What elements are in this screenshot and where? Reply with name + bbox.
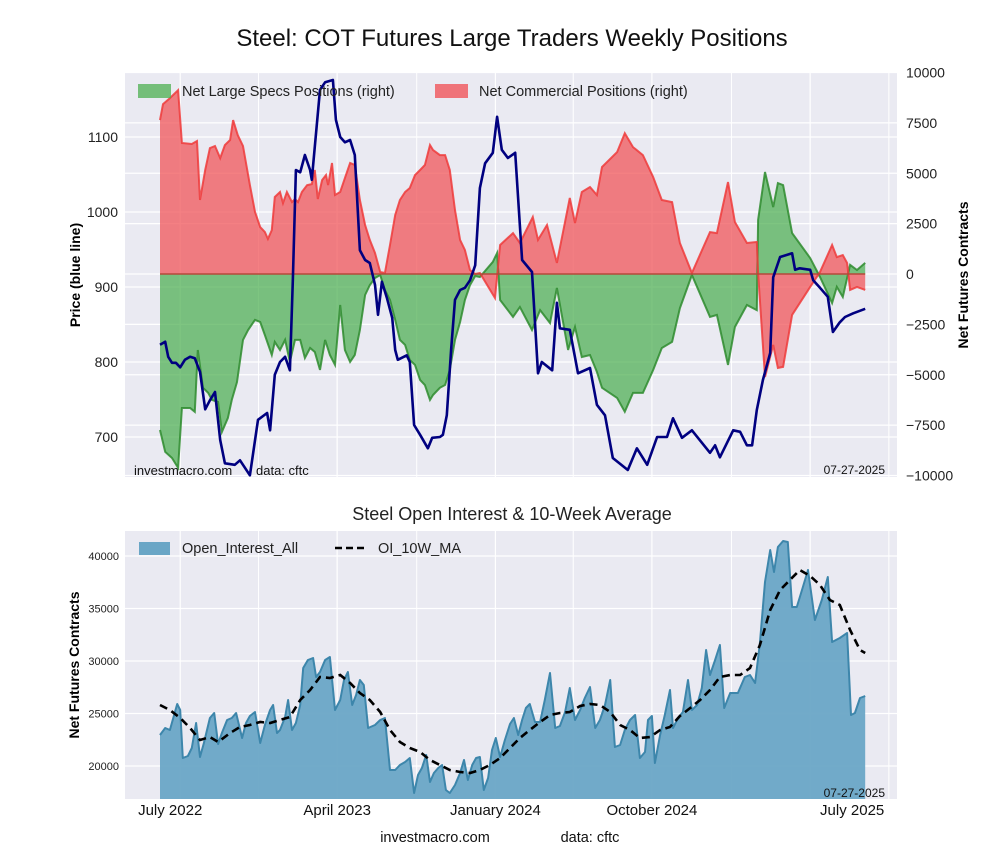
left-tick-label: 800 bbox=[95, 354, 119, 370]
x-tick-label: October 2024 bbox=[606, 802, 697, 819]
oi-line bbox=[159, 540, 866, 794]
specs-line bbox=[159, 171, 866, 471]
price-line bbox=[159, 78, 866, 477]
oi-axis-label: Net Futures Contracts bbox=[66, 591, 82, 738]
right-axis-label: Net Futures Contracts bbox=[955, 201, 971, 348]
legend-label-commercial: Net Commercial Positions (right) bbox=[479, 84, 688, 100]
x-tick-label: January 2024 bbox=[450, 802, 541, 819]
top-date-label: 07-27-2025 bbox=[824, 463, 886, 477]
right-tick-label: −7500 bbox=[906, 417, 946, 433]
right-tick-label: −5000 bbox=[906, 367, 946, 383]
right-tick-label: 7500 bbox=[906, 115, 937, 131]
bottom-legend: Open_Interest_All OI_10W_MA bbox=[139, 541, 461, 557]
legend-swatch-oi bbox=[139, 542, 170, 555]
legend-label-specs: Net Large Specs Positions (right) bbox=[182, 84, 395, 100]
right-tick-label: 2500 bbox=[906, 216, 937, 232]
x-axis-ticks: July 2022 April 2023 January 2024 October 2… bbox=[138, 802, 884, 819]
left-tick-label: 700 bbox=[95, 429, 119, 445]
right-tick-label: 5000 bbox=[906, 165, 937, 181]
bottom-date-label: 07-27-2025 bbox=[824, 786, 886, 800]
positions-chart: 700 800 900 1000 1100 10000 7500 5000 2500 0 −250… bbox=[67, 65, 971, 484]
oi-axis-ticks: 20000 25000 30000 35000 40000 bbox=[88, 551, 119, 773]
legend-label-ma: OI_10W_MA bbox=[378, 541, 461, 557]
oi-area bbox=[160, 541, 866, 799]
legend-label-oi: Open_Interest_All bbox=[182, 541, 298, 557]
oi-tick-label: 20000 bbox=[88, 761, 119, 773]
footer-source: investmacro.com bbox=[380, 830, 490, 846]
left-axis-label: Price (blue line) bbox=[67, 223, 83, 327]
specs-area bbox=[160, 172, 866, 468]
figure-title: Steel: COT Futures Large Traders Weekly … bbox=[236, 25, 787, 52]
x-tick-label: July 2022 bbox=[138, 802, 202, 819]
ma-line bbox=[159, 568, 866, 775]
legend-swatch-commercial bbox=[435, 84, 468, 98]
left-tick-label: 900 bbox=[95, 279, 119, 295]
left-axis-ticks: 700 800 900 1000 1100 bbox=[87, 129, 118, 445]
x-tick-label: April 2023 bbox=[303, 802, 371, 819]
oi-tick-label: 40000 bbox=[88, 551, 119, 563]
open-interest-chart: 20000 25000 30000 35000 40000 July 2022 April… bbox=[66, 531, 897, 819]
commercial-line bbox=[159, 87, 866, 378]
right-axis-ticks: 10000 7500 5000 2500 0 −2500 −5000 −7500 −10000 bbox=[906, 65, 953, 484]
oi-chart-title: Steel Open Interest & 10-Week Average bbox=[352, 504, 672, 524]
top-legend: Net Large Specs Positions (right) Net Co… bbox=[138, 84, 688, 100]
legend-swatch-specs bbox=[138, 84, 171, 98]
left-tick-label: 1100 bbox=[88, 129, 118, 145]
top-lines bbox=[159, 78, 866, 477]
top-watermark-source: investmacro.com bbox=[134, 463, 232, 478]
top-watermark-data: data: cftc bbox=[256, 463, 309, 478]
bottom-areas bbox=[160, 541, 866, 799]
bottom-lines bbox=[159, 540, 866, 794]
right-tick-label: 10000 bbox=[906, 65, 945, 81]
oi-tick-label: 30000 bbox=[88, 656, 119, 668]
x-tick-label: July 2025 bbox=[820, 802, 884, 819]
right-tick-label: −2500 bbox=[906, 316, 946, 332]
left-tick-label: 1000 bbox=[87, 204, 118, 220]
right-tick-label: −10000 bbox=[906, 468, 953, 484]
oi-tick-label: 35000 bbox=[88, 604, 119, 616]
oi-tick-label: 25000 bbox=[88, 709, 119, 721]
footer-data: data: cftc bbox=[561, 830, 620, 846]
right-tick-label: 0 bbox=[906, 266, 914, 282]
